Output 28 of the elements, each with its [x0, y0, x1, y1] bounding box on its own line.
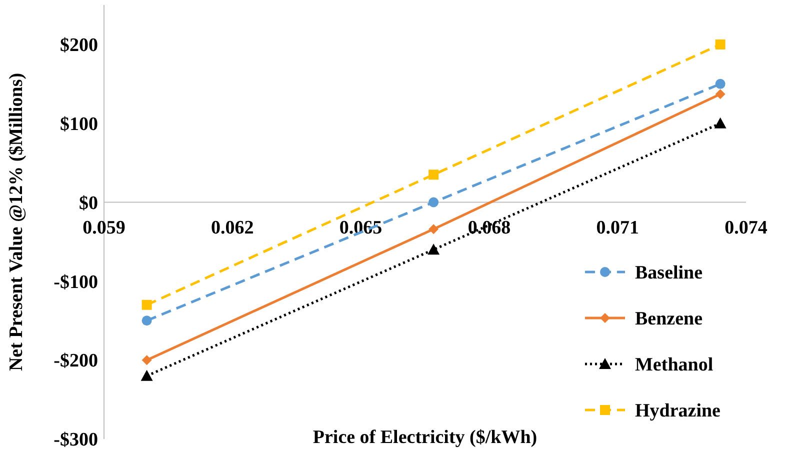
point [140, 370, 153, 381]
point [428, 224, 439, 234]
x-axis-title: Price of Electricity ($/kWh) [312, 427, 538, 448]
point [714, 117, 726, 128]
point [428, 197, 439, 208]
legend-label: Baseline [635, 262, 703, 284]
point [428, 170, 439, 180]
point [715, 39, 726, 50]
point [142, 355, 152, 366]
y-tick-label: -$200 [54, 350, 98, 372]
legend-label: Hydrazine [635, 400, 720, 422]
y-tick-label: $100 [60, 114, 98, 136]
y-tick-label: -$100 [54, 272, 98, 293]
point [428, 244, 440, 255]
legend-label: Benzene [635, 308, 703, 330]
x-tick-label: 0.059 [82, 217, 126, 238]
point [715, 89, 726, 100]
y-tick-label: $200 [60, 35, 98, 56]
y-tick-label: $0 [79, 192, 98, 214]
legend-label: Methanol [635, 354, 714, 376]
point [142, 316, 152, 326]
point [715, 78, 726, 89]
y-tick-label: -$300 [54, 430, 98, 451]
x-tick-label: 0.062 [211, 217, 254, 238]
y-axis-title: Net Present Value @12% ($Millions) [6, 72, 27, 372]
point [142, 300, 152, 310]
x-tick-label: 0.074 [724, 217, 768, 238]
x-tick-label: 0.071 [596, 217, 639, 238]
